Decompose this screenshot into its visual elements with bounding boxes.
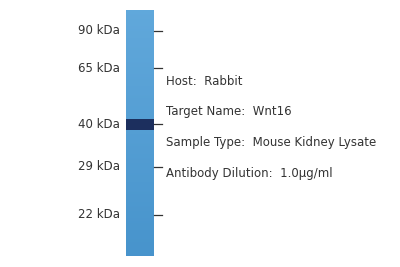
- Text: 65 kDa: 65 kDa: [78, 62, 120, 74]
- Bar: [126, 119, 154, 130]
- Text: 22 kDa: 22 kDa: [78, 209, 120, 221]
- Text: Antibody Dilution:  1.0µg/ml: Antibody Dilution: 1.0µg/ml: [166, 167, 333, 180]
- Text: Target Name:  Wnt16: Target Name: Wnt16: [166, 105, 292, 119]
- Text: 40 kDa: 40 kDa: [78, 118, 120, 131]
- Text: Sample Type:  Mouse Kidney Lysate: Sample Type: Mouse Kidney Lysate: [166, 136, 376, 149]
- Text: Host:  Rabbit: Host: Rabbit: [166, 75, 242, 88]
- Text: 90 kDa: 90 kDa: [78, 24, 120, 37]
- Text: 29 kDa: 29 kDa: [78, 160, 120, 173]
